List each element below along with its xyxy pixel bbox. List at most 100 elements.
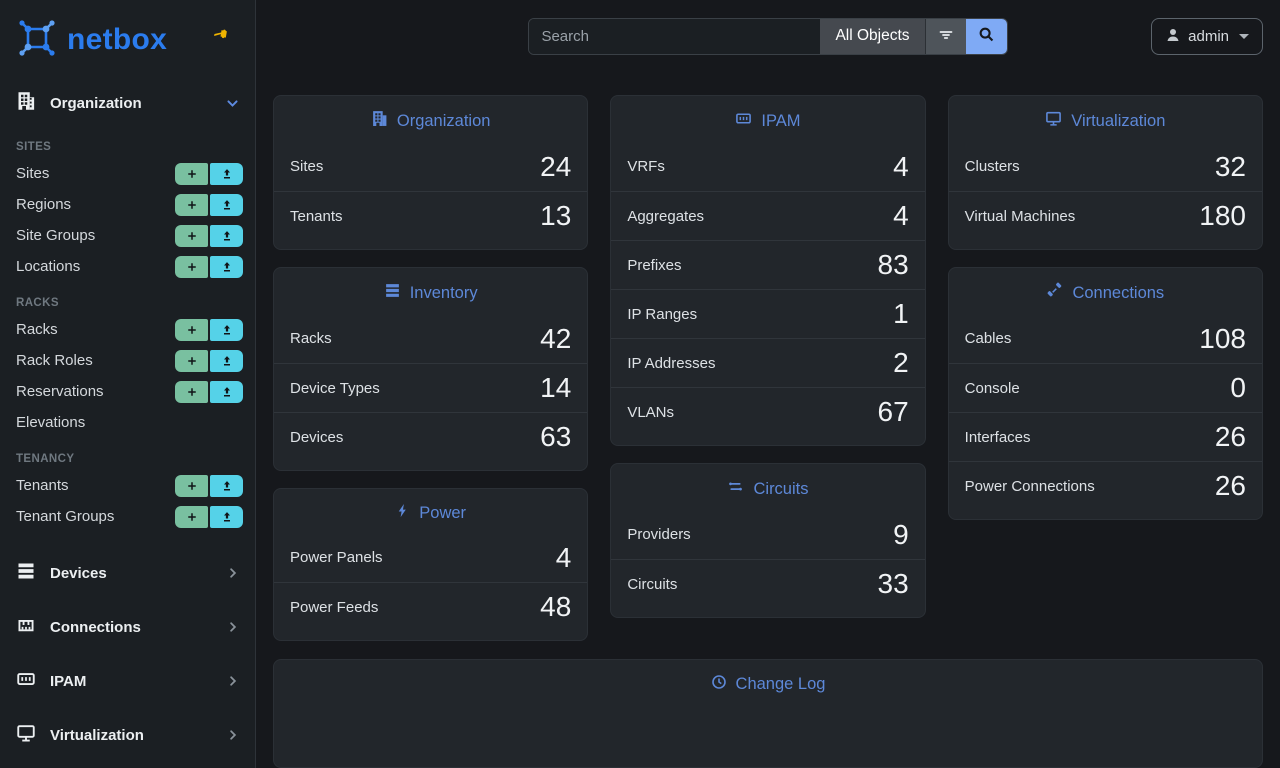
sidebar-item-locations[interactable]: Locations (0, 251, 255, 282)
stat-row-interfaces[interactable]: Interfaces 26 (948, 412, 1262, 461)
search-scope-button[interactable]: All Objects (820, 18, 925, 54)
sidebar-group-organization[interactable]: Organization (0, 80, 255, 126)
sidebar-menu-devices[interactable]: Devices (0, 546, 255, 600)
netbox-logo-icon (16, 17, 58, 64)
power-card: Power Power Panels 4 Power Feeds 48 (273, 488, 589, 641)
add-button[interactable] (175, 193, 208, 216)
virtualization-card-title[interactable]: Virtualization (949, 96, 1262, 142)
stat-label: Interfaces (964, 428, 1031, 446)
stat-row-circuits[interactable]: Circuits 33 (611, 559, 925, 608)
stat-label: VRFs (627, 158, 665, 175)
brand[interactable]: netbox (0, 0, 255, 80)
stat-row-tenants[interactable]: Tenants 13 (274, 191, 588, 240)
stat-row-aggregates[interactable]: Aggregates 4 (611, 191, 925, 240)
search-icon (978, 26, 995, 46)
sidebar-item-tenant-groups[interactable]: Tenant Groups (0, 501, 255, 532)
ipam-card-title[interactable]: IPAM (611, 96, 924, 142)
transfer-icon (727, 478, 744, 500)
import-button[interactable] (210, 162, 243, 185)
stat-label: VLANs (627, 403, 675, 421)
filter-button[interactable] (924, 18, 966, 54)
import-button[interactable] (210, 193, 243, 216)
sidebar-item-elevations[interactable]: Elevations (0, 407, 255, 438)
add-button[interactable] (175, 224, 208, 247)
sidebar-menu-ipam[interactable]: IPAM (0, 654, 255, 708)
stat-row-devices[interactable]: Devices 63 (274, 412, 588, 461)
import-button[interactable] (210, 318, 243, 341)
sidebar-item-reservations[interactable]: Reservations (0, 376, 255, 407)
stat-value: 32 (1214, 150, 1246, 182)
stat-row-providers[interactable]: Providers 9 (611, 510, 924, 559)
inventory-card-title[interactable]: Inventory (274, 268, 587, 314)
user-menu-button[interactable]: admin (1151, 18, 1263, 55)
import-button[interactable] (210, 255, 243, 278)
import-button[interactable] (210, 505, 243, 528)
connections-card-title[interactable]: Connections (949, 268, 1262, 314)
stat-row-power-panels[interactable]: Power Panels 4 (274, 533, 587, 582)
import-button[interactable] (210, 474, 243, 497)
building-icon (371, 110, 388, 132)
stat-row-vlans[interactable]: VLANs 67 (611, 387, 925, 436)
sidebar-menu-connections[interactable]: Connections (0, 600, 255, 654)
stat-value: 180 (1199, 200, 1246, 231)
stat-row-power-feeds[interactable]: Power Feeds 48 (274, 582, 588, 631)
add-button[interactable] (175, 474, 208, 497)
stat-label: Clusters (964, 158, 1020, 175)
stat-label: Circuits (627, 575, 678, 593)
stat-label: Providers (627, 526, 691, 543)
add-button[interactable] (175, 380, 208, 403)
sidebar-item-tenants[interactable]: Tenants (0, 470, 255, 501)
pin-sidebar-icon[interactable] (212, 28, 229, 50)
import-button[interactable] (210, 224, 243, 247)
connections-card: Connections Cables 108 Console 0 Interfa… (947, 267, 1263, 520)
sidebar-item-regions[interactable]: Regions (0, 189, 255, 220)
add-button[interactable] (175, 318, 208, 341)
stat-value: 4 (893, 200, 909, 231)
stat-row-console[interactable]: Console 0 (948, 363, 1262, 412)
card-title-label: Inventory (409, 283, 478, 302)
stat-row-cables[interactable]: Cables 108 (949, 314, 1262, 363)
sidebar-item-label: Locations (16, 258, 81, 275)
stat-row-vrfs[interactable]: VRFs 4 (611, 142, 924, 191)
import-button[interactable] (210, 380, 243, 403)
sidebar-heading-racks: RACKS (16, 297, 59, 309)
circuits-card-title[interactable]: Circuits (611, 464, 924, 510)
power-card-title[interactable]: Power (274, 489, 587, 533)
stat-row-racks[interactable]: Racks 42 (274, 314, 587, 363)
inventory-card: Inventory Racks 42 Device Types 14 Devic… (273, 267, 589, 471)
stat-row-power-connections[interactable]: Power Connections 26 (948, 461, 1262, 510)
counter-icon (16, 669, 36, 693)
changelog-card-title[interactable]: Change Log (274, 660, 1262, 705)
sidebar-item-sites[interactable]: Sites (0, 158, 255, 189)
stat-label: Power Panels (290, 549, 383, 566)
add-button[interactable] (175, 349, 208, 372)
card-title-label: Connections (1072, 283, 1165, 302)
stat-row-sites[interactable]: Sites 24 (274, 142, 587, 191)
sidebar-item-site-groups[interactable]: Site Groups (0, 220, 255, 251)
add-button[interactable] (175, 255, 208, 278)
sidebar-item-racks[interactable]: Racks (0, 314, 255, 345)
stat-row-ip-addresses[interactable]: IP Addresses 2 (611, 338, 925, 387)
stat-row-prefixes[interactable]: Prefixes 83 (611, 240, 925, 289)
stat-value: 14 (540, 372, 572, 403)
stat-row-device-types[interactable]: Device Types 14 (274, 363, 588, 412)
stat-row-virtual-machines[interactable]: Virtual Machines 180 (948, 191, 1262, 240)
sidebar-item-rack-roles[interactable]: Rack Roles (0, 345, 255, 376)
import-button[interactable] (210, 349, 243, 372)
add-button[interactable] (175, 505, 208, 528)
card-title-label: Virtualization (1071, 111, 1166, 130)
search-submit-button[interactable] (965, 18, 1007, 54)
stat-value: 24 (540, 150, 572, 182)
sidebar: netbox Organization SITES Sites R (0, 0, 256, 768)
person-icon (1165, 27, 1181, 47)
sidebar-menu-virtualization[interactable]: Virtualization (0, 708, 255, 762)
organization-card-title[interactable]: Organization (274, 96, 587, 142)
stat-row-ip-ranges[interactable]: IP Ranges 1 (611, 289, 925, 338)
search-input[interactable] (529, 18, 821, 54)
add-button[interactable] (175, 162, 208, 185)
chevron-down-icon (226, 97, 239, 110)
stat-row-clusters[interactable]: Clusters 32 (949, 142, 1262, 191)
cards-column-2: IPAM VRFs 4 Aggregates 4 Prefixes 83 (610, 95, 926, 641)
stat-value: 2 (893, 347, 909, 378)
stat-label: IP Addresses (627, 354, 716, 372)
